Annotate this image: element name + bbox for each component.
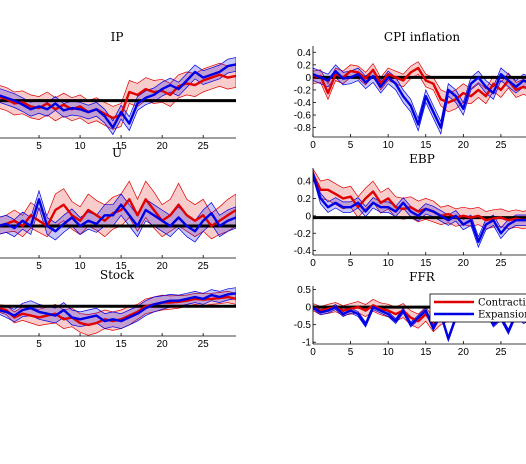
x-tick-label: 20 bbox=[157, 141, 169, 152]
series-expansion bbox=[0, 63, 236, 129]
series-expansion bbox=[313, 173, 526, 244]
y-tick-label: -0.8 bbox=[294, 123, 312, 134]
y-tick-label: -0.2 bbox=[294, 85, 312, 96]
x-tick-label: 15 bbox=[420, 258, 432, 269]
x-tick-label: 5 bbox=[36, 339, 42, 350]
y-tick-label: -0.6 bbox=[294, 111, 312, 122]
y-tick-label: 0 bbox=[305, 303, 311, 314]
panel-ebp: EBP 0 5 10 15 20 25 0.4 0.2 0 -0.2 -0.4 bbox=[294, 152, 526, 269]
x-tick-label: 10 bbox=[383, 347, 395, 358]
panel-stock: Stock 5 10 15 20 25 bbox=[0, 268, 236, 350]
band-contraction bbox=[313, 168, 526, 230]
legend: ContractionExpansion bbox=[429, 293, 526, 323]
x-tick-label: 0 bbox=[310, 258, 316, 269]
panel-title: EBP bbox=[409, 152, 435, 166]
x-tick-label: 25 bbox=[495, 347, 507, 358]
x-tick-label: 15 bbox=[116, 261, 128, 272]
band-contraction bbox=[313, 61, 526, 113]
series-contraction bbox=[313, 66, 526, 104]
x-tick-label: 5 bbox=[36, 261, 42, 272]
x-tick-label: 5 bbox=[348, 347, 354, 358]
x-tick-label: 25 bbox=[198, 339, 210, 350]
y-tick-label: 0.4 bbox=[297, 48, 311, 59]
y-tick-label: 0.2 bbox=[297, 60, 311, 71]
y-tick-label: 0 bbox=[305, 73, 311, 84]
panel-ffr: FFR 0 5 10 15 20 25 0.5 0 -0.5 -1 ContractionExpans… bbox=[294, 270, 526, 358]
x-tick-label: 10 bbox=[383, 140, 395, 151]
y-tick-label: -0.2 bbox=[294, 229, 312, 240]
band-expansion bbox=[0, 287, 236, 329]
panel-title: Stock bbox=[100, 268, 135, 282]
x-tick-label: 25 bbox=[495, 258, 507, 269]
series-expansion bbox=[0, 292, 236, 323]
series-expansion bbox=[313, 305, 526, 340]
panel-title: FFR bbox=[409, 270, 436, 284]
x-tick-label: 5 bbox=[348, 140, 354, 151]
x-tick-label: 20 bbox=[458, 347, 470, 358]
series-expansion bbox=[313, 69, 526, 129]
y-tick-label: 0.2 bbox=[297, 194, 311, 205]
y-tick-label: -1 bbox=[302, 338, 311, 349]
band-contraction bbox=[0, 62, 236, 130]
x-tick-label: 15 bbox=[420, 347, 432, 358]
panel-title: IP bbox=[111, 30, 124, 44]
x-tick-label: 15 bbox=[116, 141, 128, 152]
x-tick-label: 25 bbox=[198, 261, 210, 272]
panel-u: U 5 10 15 20 25 bbox=[0, 146, 236, 272]
x-tick-label: 20 bbox=[157, 261, 169, 272]
legend-label-contraction: Contraction bbox=[478, 298, 526, 309]
x-tick-label: 10 bbox=[75, 141, 87, 152]
series-contraction bbox=[313, 173, 526, 222]
y-tick-label: 0.4 bbox=[297, 177, 311, 188]
x-tick-label: 0 bbox=[310, 140, 316, 151]
x-tick-label: 10 bbox=[75, 261, 87, 272]
x-tick-label: 15 bbox=[116, 339, 128, 350]
y-tick-label: 0 bbox=[305, 211, 311, 222]
x-tick-label: 15 bbox=[420, 140, 432, 151]
x-tick-label: 10 bbox=[383, 258, 395, 269]
x-tick-label: 0 bbox=[310, 347, 316, 358]
x-tick-label: 25 bbox=[495, 140, 507, 151]
panel-ip: IP 5 10 15 20 25 bbox=[0, 30, 236, 152]
panel-title: U bbox=[112, 146, 122, 160]
x-tick-label: 5 bbox=[348, 258, 354, 269]
x-tick-label: 20 bbox=[458, 258, 470, 269]
y-tick-label: 0.5 bbox=[297, 285, 311, 296]
x-tick-label: 5 bbox=[36, 141, 42, 152]
x-tick-label: 25 bbox=[198, 141, 210, 152]
y-tick-label: -0.5 bbox=[294, 320, 312, 331]
x-tick-label: 20 bbox=[157, 339, 169, 350]
panel-title: CPI inflation bbox=[384, 30, 460, 44]
y-tick-label: -0.4 bbox=[294, 98, 312, 109]
y-tick-label: -0.4 bbox=[294, 246, 312, 257]
x-tick-label: 20 bbox=[458, 140, 470, 151]
x-tick-label: 10 bbox=[75, 339, 87, 350]
legend-label-expansion: Expansion bbox=[478, 310, 526, 321]
series-expansion bbox=[0, 198, 236, 233]
